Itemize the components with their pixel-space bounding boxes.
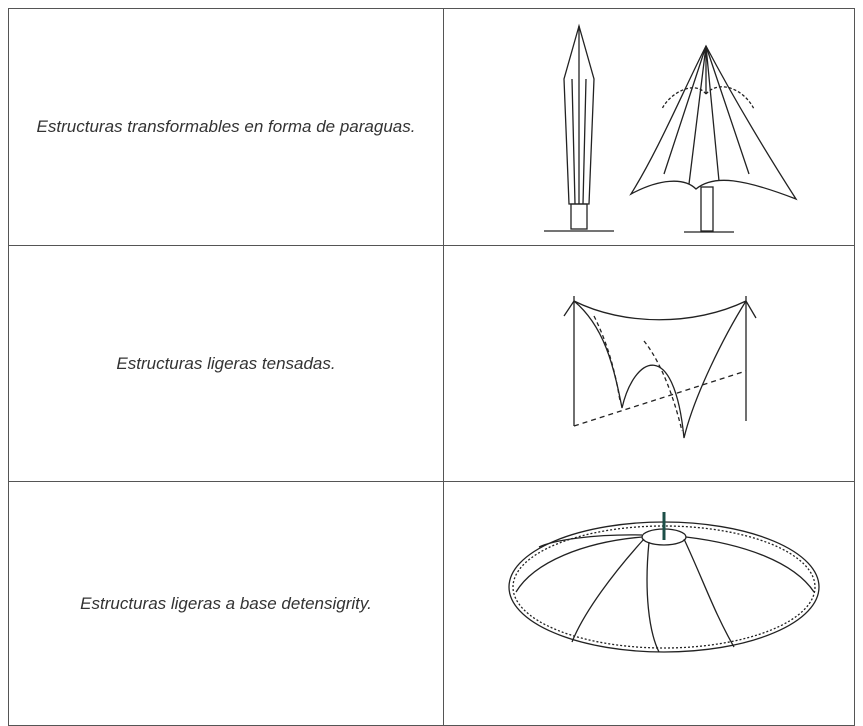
tensegrity-sketch: [508, 512, 820, 653]
umbrella-sketch: [544, 23, 798, 233]
table-row: Estructuras ligeras tensadas.: [8, 245, 855, 482]
cell-text: Estructuras ligeras a base detensigrity.: [80, 593, 372, 613]
cell-text: Estructuras ligeras tensadas.: [116, 353, 336, 373]
table-row: Estructuras ligeras a base detensigrity.: [8, 481, 855, 726]
cell-text: Estructuras transformables en forma de p…: [36, 117, 416, 136]
image-cell: [443, 8, 855, 246]
text-cell: Estructuras ligeras tensadas.: [8, 245, 444, 482]
comparison-table: Estructuras transformables en forma de p…: [8, 8, 855, 726]
text-cell: Estructuras transformables en forma de p…: [8, 8, 444, 246]
image-cell: [443, 481, 855, 726]
image-cell: [443, 245, 855, 482]
table-row: Estructuras transformables en forma de p…: [8, 8, 855, 246]
tensile-sketch: [563, 296, 757, 439]
text-cell: Estructuras ligeras a base detensigrity.: [8, 481, 444, 726]
